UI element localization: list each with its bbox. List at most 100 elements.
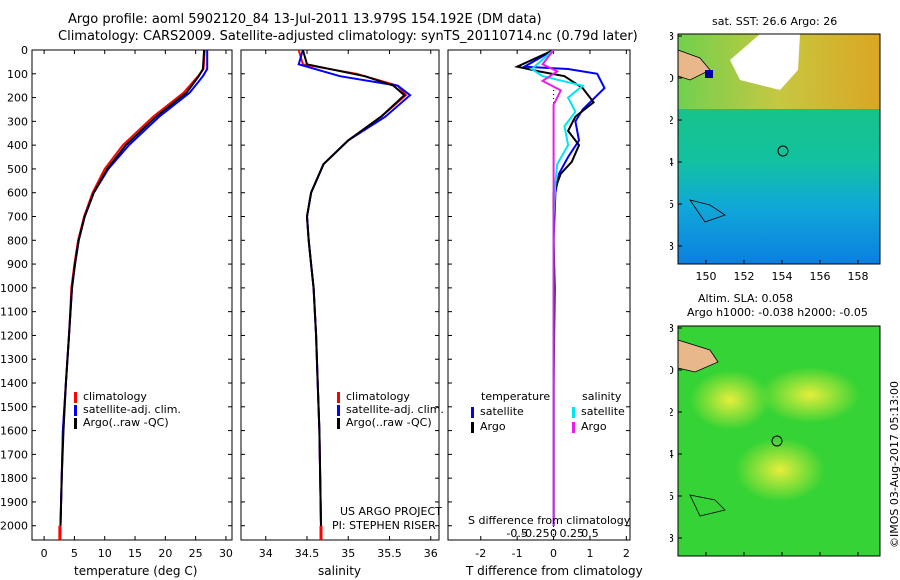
legend-t-argo: Argo — [471, 420, 506, 433]
series-argo-raw-qc- — [301, 49, 406, 526]
legend-climatology: climatology — [337, 390, 444, 403]
s-difference-label: S difference from climatology — [468, 514, 631, 527]
s-tick-label: -0.25 — [521, 527, 549, 540]
legend-satellite-label: satellite-adj. clim. — [83, 403, 181, 416]
legend-climatology: climatology — [74, 390, 181, 403]
x-tick-label: 35 — [341, 547, 355, 560]
map-lon-label: 156 — [810, 270, 831, 283]
x-tick-label: 36 — [424, 547, 438, 560]
depth-tick-label: 800 — [7, 234, 28, 247]
x-tick-label: 35.5 — [377, 547, 402, 560]
sla-map-frame — [677, 325, 881, 557]
legend-satellite: satellite-adj. clim. — [337, 403, 444, 416]
difference-panel: -2 -1 0 1 2 -0.5-0.25 0 0.250.5 — [447, 49, 631, 560]
legend-argo: Argo(..raw -QC) — [337, 416, 444, 429]
panel-frame — [240, 49, 440, 541]
map-lat-label: -14 — [670, 448, 674, 461]
x-tick-label: 10 — [98, 547, 112, 560]
series-satellite-adj-clim- — [297, 49, 412, 540]
series-t-satellite — [520, 49, 606, 526]
legend-argo-label: Argo(..raw -QC) — [346, 416, 432, 429]
legend-climatology-label: climatology — [346, 390, 410, 403]
map-lon-label: 154 — [772, 270, 793, 283]
legend-s-satellite: satellite — [572, 405, 625, 418]
map-lat-label: -14 — [670, 156, 674, 169]
depth-tick-label: 1300 — [0, 353, 28, 366]
salinity-xlabel: salinity — [318, 564, 362, 578]
sla-reef — [689, 494, 726, 517]
x-tick-label: 34.5 — [295, 547, 320, 560]
x-tick-label: 25 — [189, 547, 203, 560]
x-tick-label: 20 — [158, 547, 172, 560]
sst-missing-data — [730, 34, 800, 90]
difference-xlabel: T difference from climatology — [466, 564, 643, 578]
pi-annotation: PI: STEPHEN RISER — [332, 519, 436, 532]
series-climatology — [58, 49, 206, 541]
series-s-satellite — [530, 49, 585, 526]
x-tick-label: 30 — [219, 547, 233, 560]
series-t-argo — [514, 49, 595, 526]
legend-climatology-label: climatology — [83, 390, 147, 403]
legend-satellite: satellite-adj. clim. — [74, 403, 181, 416]
map-lat-label: -18 — [670, 240, 674, 253]
x-tick-label: 1 — [586, 547, 593, 560]
depth-tick-label: 900 — [7, 258, 28, 271]
sla-argo-location — [771, 435, 783, 447]
x-tick-label: 5 — [71, 547, 78, 560]
map-lat-label: -12 — [670, 114, 674, 127]
depth-tick-label: 1100 — [0, 306, 28, 319]
legend-temperature-heading: temperature — [481, 390, 551, 403]
legend-satellite-label: satellite-adj. clim. — [346, 403, 444, 416]
map-lat-label: -10 — [670, 364, 674, 377]
project-annotation: US ARGO PROJECT — [340, 505, 442, 518]
map-lon-label: 158 — [848, 270, 869, 283]
sst-map — [677, 33, 881, 265]
sst-reef — [689, 199, 726, 223]
map-lon-label: 152 — [734, 270, 755, 283]
map-lat-label: -10 — [670, 72, 674, 85]
legend-t-satellite-label: satellite — [480, 405, 524, 418]
imos-credit: ©IMOS 03-Aug-2017 05:13:00 — [888, 381, 900, 548]
series-satellite-adj-clim- — [58, 50, 209, 541]
s-tick-label: 0.5 — [581, 527, 599, 540]
sla-map-title-2: Argo h1000: -0.038 h2000: -0.05 — [687, 306, 868, 319]
x-tick-label: 0 — [550, 547, 557, 560]
x-tick-label: 34 — [259, 547, 273, 560]
depth-tick-label: 1600 — [0, 425, 28, 438]
salinity-legend: climatology satellite-adj. clim. Argo(..… — [337, 390, 444, 429]
depth-tick-label: 1000 — [0, 282, 28, 295]
legend-argo-label: Argo(..raw -QC) — [83, 416, 169, 429]
s-tick-label: -0.5 — [506, 527, 527, 540]
series-argo-raw-qc- — [59, 49, 206, 526]
map-lon-label: 150 — [696, 270, 717, 283]
map-lat-label: -12 — [670, 406, 674, 419]
sst-argo-location — [777, 145, 789, 157]
panel-frame — [447, 49, 631, 541]
map-lat-label: -8 — [670, 30, 674, 43]
legend-t-argo-label: Argo — [480, 420, 506, 433]
profile-charts: 0100200300400500600700800900100011001200… — [0, 44, 631, 560]
map-lat-label: -16 — [670, 198, 674, 211]
depth-tick-label: 2000 — [0, 520, 28, 533]
x-tick-label: -1 — [512, 547, 523, 560]
legend-s-argo: Argo — [572, 420, 607, 433]
sla-map — [677, 325, 881, 557]
x-tick-label: 0 — [41, 547, 48, 560]
legend-argo: Argo(..raw -QC) — [74, 416, 181, 429]
legend-t-satellite: satellite — [471, 405, 524, 418]
s-tick-label: 0 — [550, 527, 557, 540]
depth-tick-label: 200 — [7, 92, 28, 105]
depth-tick-label: 1800 — [0, 472, 28, 485]
map-lat-label: -8 — [670, 322, 674, 335]
depth-tick-label: 0 — [21, 44, 28, 57]
temperature-legend: climatology satellite-adj. clim. Argo(..… — [74, 390, 181, 429]
depth-tick-label: 1200 — [0, 329, 28, 342]
depth-tick-label: 1400 — [0, 377, 28, 390]
panel-frame — [31, 49, 233, 541]
temperature-xlabel: temperature (deg C) — [74, 564, 198, 578]
maps: -8 -10 -12 -14 -16 -18 150 152 154 156 158 -8 -10 -12… — [670, 30, 881, 557]
sla-high-1 — [760, 367, 860, 423]
sst-land-marker — [705, 70, 713, 78]
depth-tick-label: 700 — [7, 211, 28, 224]
x-tick-label: 2 — [623, 547, 630, 560]
